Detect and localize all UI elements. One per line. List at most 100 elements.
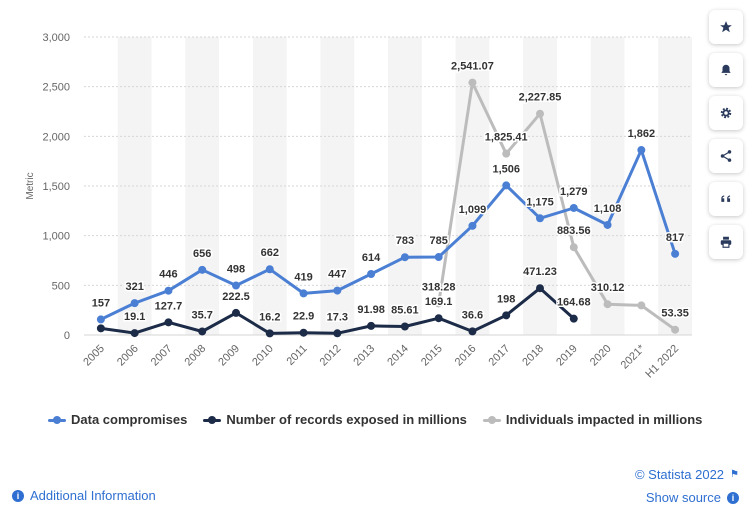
data-label: 614	[362, 252, 381, 264]
legend-item-data-compromises[interactable]: Data compromises	[48, 412, 187, 427]
legend-label: Number of records exposed in millions	[226, 412, 467, 427]
data-label: 817	[666, 232, 684, 244]
data-point	[232, 281, 240, 290]
bell-icon	[721, 64, 731, 76]
data-point	[130, 329, 139, 338]
cite-button[interactable]	[709, 182, 743, 216]
legend-label: Data compromises	[71, 412, 188, 427]
legend-label: Individuals impacted in millions	[505, 412, 703, 427]
data-label: 36.6	[462, 309, 483, 321]
data-label: 1,175	[526, 196, 554, 208]
data-point	[434, 253, 443, 262]
y-tick-label: 3,000	[42, 32, 70, 44]
data-point	[130, 299, 139, 308]
data-point	[164, 318, 173, 327]
x-tick-label: 2018	[520, 343, 546, 369]
data-label: 310.12	[591, 282, 625, 294]
series-line-0	[99, 148, 677, 321]
show-source-link[interactable]: Show source i	[646, 490, 739, 505]
data-point	[232, 308, 240, 317]
data-label: 53.35	[661, 308, 689, 320]
data-label: 19.1	[124, 311, 145, 323]
data-point	[569, 314, 578, 323]
data-label: 471.23	[523, 266, 557, 278]
data-label: 198	[497, 293, 515, 305]
x-tick-label: 2007	[149, 343, 175, 369]
legend-marker-icon	[482, 415, 501, 425]
y-tick-label: 500	[52, 280, 70, 292]
data-point	[536, 109, 544, 118]
data-point	[299, 328, 308, 337]
y-tick-label: 0	[64, 330, 70, 342]
flag-icon: ⚑	[730, 469, 739, 480]
data-point	[536, 284, 544, 293]
data-point	[96, 315, 105, 324]
y-tick-label: 2,000	[42, 131, 70, 143]
statista-credit-link[interactable]: © Statista 2022 ⚑	[635, 467, 739, 482]
data-label: 222.5	[222, 291, 250, 303]
data-point	[400, 322, 409, 331]
data-label: 1,862	[628, 128, 656, 140]
data-label: 157	[92, 297, 110, 309]
data-label: 85.61	[391, 304, 419, 316]
legend-item-records-exposed[interactable]: Number of records exposed in millions	[203, 412, 467, 427]
data-label: 419	[294, 271, 312, 283]
data-point	[671, 249, 680, 258]
data-label: 1,825.41	[485, 132, 528, 144]
data-point	[265, 265, 274, 274]
data-label: 447	[328, 269, 346, 281]
data-label: 16.2	[259, 311, 280, 323]
data-point	[400, 253, 409, 262]
legend-item-individuals-impacted[interactable]: Individuals impacted in millions	[482, 412, 703, 427]
data-label: 656	[193, 248, 211, 260]
x-tick-label: 2005	[81, 343, 107, 369]
x-tick-label: H1 2022	[643, 343, 681, 381]
print-button[interactable]	[709, 225, 743, 259]
data-point	[468, 327, 477, 336]
data-label: 446	[159, 269, 177, 281]
data-point	[603, 220, 612, 229]
favorite-button[interactable]	[709, 10, 743, 44]
credit-label: © Statista 2022	[634, 467, 725, 482]
share-icon	[720, 150, 732, 162]
data-label: 498	[227, 264, 245, 276]
data-label: 318.28	[422, 281, 456, 293]
data-point	[164, 286, 173, 295]
x-tick-label: 2011	[284, 343, 309, 368]
data-point	[569, 203, 578, 212]
data-point	[637, 146, 646, 155]
data-point	[569, 243, 578, 252]
data-label: 22.9	[293, 311, 314, 323]
print-icon	[720, 236, 732, 248]
data-point	[671, 325, 680, 334]
data-label: 35.7	[192, 309, 213, 321]
data-point	[367, 270, 376, 279]
x-tick-label: 2014	[385, 343, 411, 369]
share-button[interactable]	[709, 139, 743, 173]
data-label: 1,108	[594, 203, 622, 215]
series-line-2	[437, 81, 677, 332]
settings-button[interactable]	[709, 96, 743, 130]
y-tick-label: 1,500	[42, 181, 70, 193]
data-label: 1,099	[459, 204, 487, 216]
x-tick-label: 2020	[588, 343, 614, 369]
gear-icon	[720, 107, 732, 119]
x-tick-label: 2012	[318, 343, 344, 369]
legend-marker-icon	[48, 415, 66, 425]
x-tick-label: 2009	[216, 343, 242, 369]
x-tick-label: 2021*	[619, 342, 648, 371]
star-icon	[720, 21, 732, 33]
data-point	[198, 327, 207, 336]
data-point	[502, 149, 511, 158]
data-point	[434, 299, 443, 308]
data-label: 1,279	[560, 186, 588, 198]
x-tick-label: 2017	[487, 343, 513, 369]
data-point	[468, 221, 477, 230]
quote-icon	[721, 195, 731, 202]
notification-button[interactable]	[709, 53, 743, 87]
data-point	[198, 265, 207, 274]
data-point	[434, 314, 443, 323]
x-tick-label: 2016	[453, 343, 479, 369]
data-point	[603, 300, 612, 309]
additional-information-link[interactable]: i Additional Information	[12, 488, 156, 503]
